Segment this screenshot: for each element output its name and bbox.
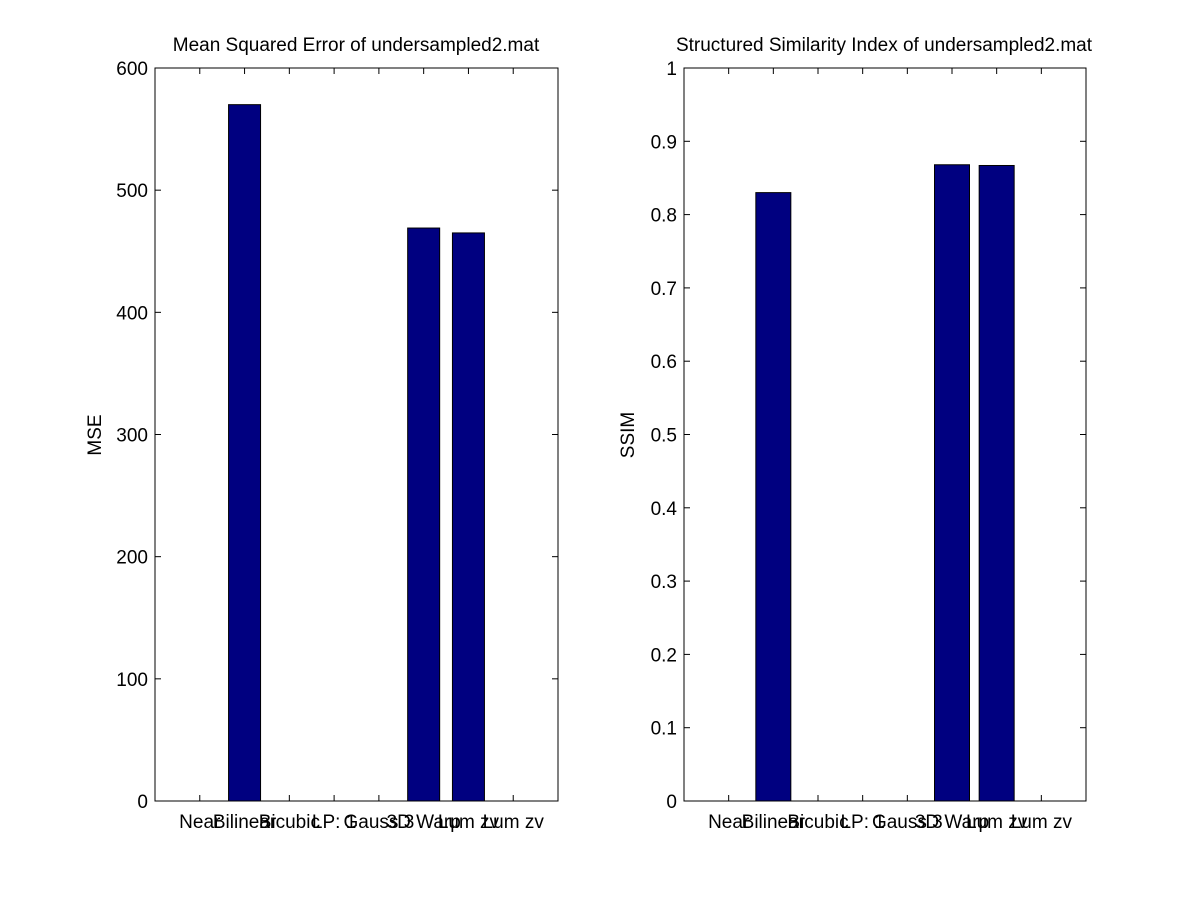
- mse-x-tick-label: Lum zv: [483, 812, 545, 833]
- mse-x-tick-label: Gauss 3: [344, 812, 415, 833]
- mse-y-tick-label: 600: [116, 59, 148, 80]
- mse-x-tick-label: LP: 1: [312, 812, 356, 833]
- mse-y-tick-label: 200: [116, 548, 148, 569]
- mse-y-tick-label: 400: [116, 303, 148, 324]
- mse-y-axis-label: MSE: [85, 414, 106, 455]
- ssim-y-tick-label: 1: [666, 59, 677, 80]
- mse-y-tick-label: 500: [116, 181, 148, 202]
- ssim-axes-box: [683, 67, 1087, 802]
- ssim-y-tick-label: 0.7: [651, 279, 677, 300]
- ssim-x-tick-label: Gauss 3: [872, 812, 943, 833]
- ssim-y-tick-label: 0.3: [651, 572, 677, 593]
- ssim-y-tick-label: 0.1: [651, 719, 677, 740]
- mse-bar-1: [228, 104, 262, 802]
- ssim-y-tick-label: 0.5: [651, 426, 677, 447]
- ssim-y-tick-label: 0.9: [651, 132, 677, 153]
- ssim-bar-5: [934, 164, 970, 802]
- mse-chart-title: Mean Squared Error of undersampled2.mat: [173, 35, 540, 56]
- ssim-y-tick-label: 0.2: [651, 645, 677, 666]
- ssim-x-tick-label: 3D Warp: [915, 812, 989, 833]
- ssim-x-tick-label: Near: [708, 812, 750, 833]
- ssim-x-tick-label: Bilinear: [742, 812, 806, 833]
- mse-bar-6: [451, 232, 485, 802]
- mse-x-tick-label: Lum zv: [438, 812, 500, 833]
- mse-y-tick-label: 300: [116, 426, 148, 447]
- mse-plot-area: 0 100 200 300 400 500 600 NearBilinearBicubicLP…: [116, 59, 558, 833]
- mse-y-tick-label: 100: [116, 670, 148, 691]
- mse-bar-5: [407, 227, 441, 802]
- mse-x-tick-label: Bilinear: [213, 812, 277, 833]
- mse-x-tick-label: Near: [179, 812, 221, 833]
- mse-chart: Mean Squared Error of undersampled2.mat …: [85, 35, 559, 833]
- ssim-x-tick-label: Lum zv: [1011, 812, 1073, 833]
- ssim-x-tick-label: Lum zv: [966, 812, 1028, 833]
- ssim-y-axis-label: SSIM: [618, 412, 639, 458]
- ssim-y-tick-label: 0: [666, 792, 677, 813]
- ssim-y-tick-label: 0.8: [651, 206, 677, 227]
- ssim-plot-area: 0 0.1 0.2 0.3 0.4 0.5 0.6 0.7 0.8 0.9 1 NearBilinea…: [651, 59, 1086, 833]
- ssim-chart: Structured Similarity Index of undersamp…: [618, 35, 1093, 833]
- mse-x-tick-label: Bicubic: [259, 812, 320, 833]
- ssim-chart-title: Structured Similarity Index of undersamp…: [676, 35, 1093, 56]
- ssim-x-tick-label: Bicubic: [787, 812, 848, 833]
- mse-x-tick-label: 3D Warp: [387, 812, 461, 833]
- ssim-y-tick-label: 0.6: [651, 352, 677, 373]
- mse-y-tick-label: 0: [137, 792, 148, 813]
- ssim-bar-1: [755, 192, 792, 802]
- ssim-bar-6: [978, 164, 1015, 802]
- ssim-x-tick-label: LP: 1: [840, 812, 884, 833]
- ssim-y-tick-label: 0.4: [651, 499, 678, 520]
- mse-axes-box: [154, 67, 559, 802]
